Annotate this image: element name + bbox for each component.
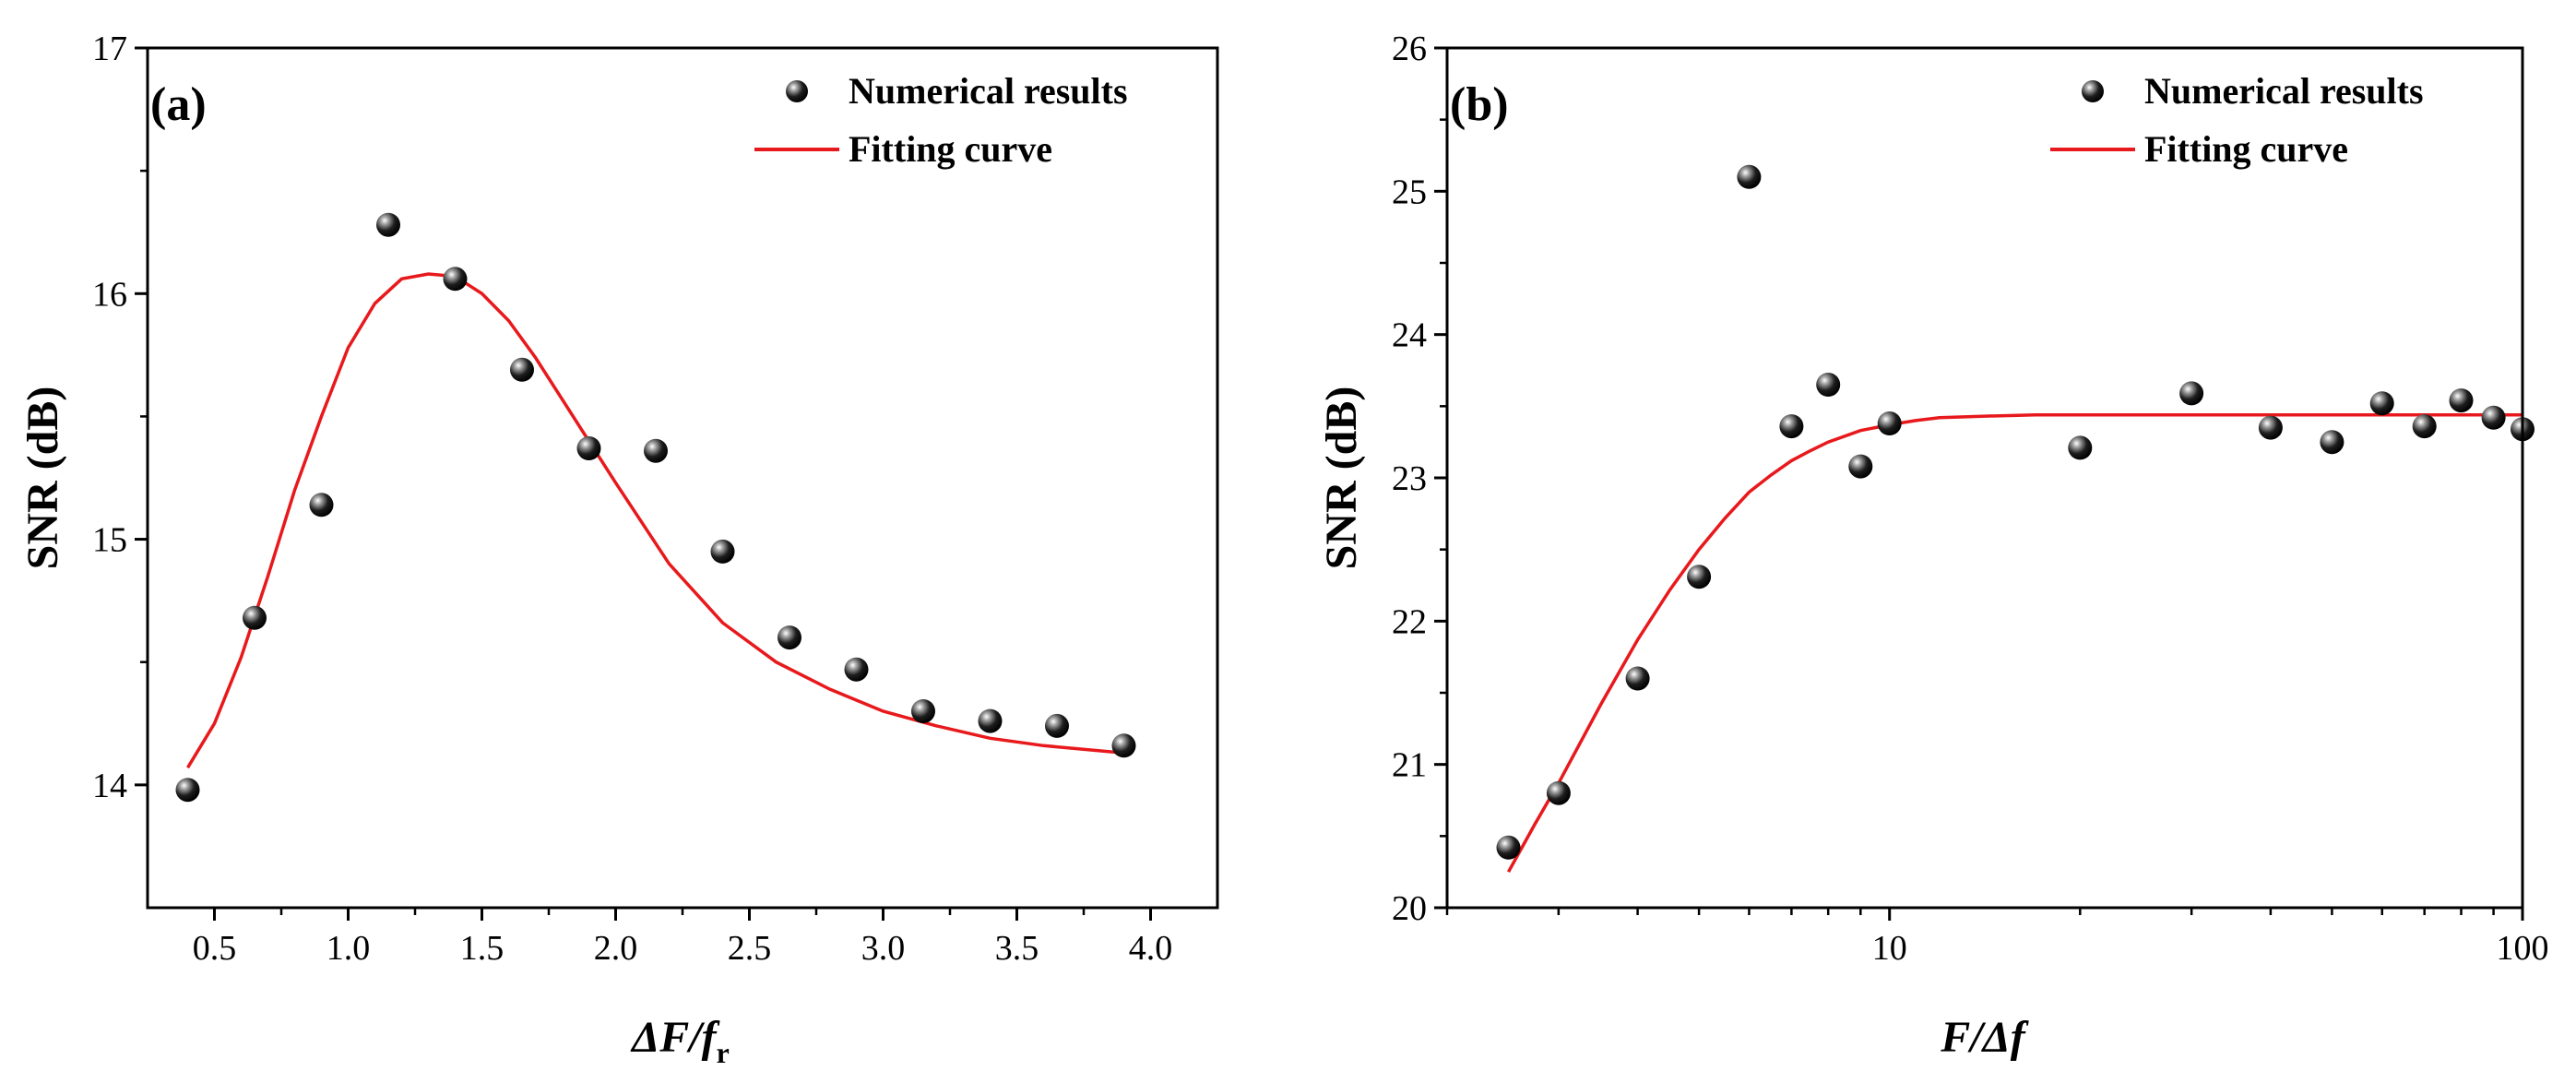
data-point xyxy=(2179,381,2204,406)
x-tick-label: 2.0 xyxy=(594,929,638,968)
x-tick-label: 100 xyxy=(2497,929,2549,968)
panel-b: 10 100 20 21 22 23 24 25 26 (b) Numerical result… xyxy=(1317,30,2549,1062)
data-point xyxy=(1877,411,1902,435)
panel-b-label: (b) xyxy=(1450,78,1509,131)
y-tick-label: 25 xyxy=(1392,173,1427,211)
data-point xyxy=(1687,565,1712,589)
x-tick-label: 2.5 xyxy=(728,929,772,968)
x-tick-label: 3.5 xyxy=(995,929,1039,968)
panel-b-y-axis-title: SNR (dB) xyxy=(1317,387,1366,570)
data-point xyxy=(1111,733,1136,758)
panel-a-x-axis-title-main: ΔF/f xyxy=(630,1013,719,1062)
panel-a-x-axis-title: ΔF/fr xyxy=(630,1013,730,1069)
panel-b-legend: Numerical results Fitting curve xyxy=(2050,70,2424,170)
x-tick-label: 1.0 xyxy=(326,929,371,968)
x-tick-label: 3.0 xyxy=(861,929,906,968)
data-point xyxy=(978,708,1003,733)
y-tick-label: 22 xyxy=(1392,602,1427,641)
panel-a-legend: Numerical results Fitting curve xyxy=(754,70,1128,170)
y-tick-label: 15 xyxy=(92,521,127,560)
data-point xyxy=(2412,414,2437,439)
x-tick-label: 4.0 xyxy=(1129,929,1173,968)
panel-a-y-axis-title: SNR (dB) xyxy=(18,387,67,570)
y-tick-label: 14 xyxy=(92,767,127,805)
data-point xyxy=(911,699,935,723)
panel-a-plot-frame xyxy=(146,46,1219,910)
data-point xyxy=(1625,666,1650,691)
panel-a-axes: 0.5 1.0 1.5 2.0 2.5 3.0 3.5 4.0 14 15 16 17 xyxy=(92,30,1172,968)
y-tick-label: 17 xyxy=(92,30,127,68)
legend-marker-numerical-results xyxy=(786,80,808,102)
panel-a-label: (a) xyxy=(150,78,207,131)
y-tick-label: 16 xyxy=(92,275,127,314)
y-tick-label: 26 xyxy=(1392,30,1427,68)
data-point xyxy=(175,778,200,803)
legend-label-fitting-curve: Fitting curve xyxy=(849,128,1052,170)
data-point xyxy=(1546,780,1571,805)
data-point xyxy=(376,212,400,237)
legend-label-numerical-results: Numerical results xyxy=(2144,70,2424,112)
data-point xyxy=(844,657,869,682)
panel-a-x-axis-title-sub: r xyxy=(717,1036,730,1069)
panel-b-marks xyxy=(1496,164,2534,874)
data-point xyxy=(2369,391,2394,416)
panel-b-x-axis-title: F/Δf xyxy=(1940,1013,2028,1062)
data-point xyxy=(1779,414,1804,439)
x-tick-label: 0.5 xyxy=(193,929,237,968)
y-tick-label: 23 xyxy=(1392,459,1427,498)
data-point xyxy=(2320,430,2345,455)
data-point xyxy=(2481,405,2506,430)
fitting-curve-line xyxy=(186,272,1124,769)
data-point xyxy=(1816,373,1841,397)
data-point xyxy=(443,267,468,292)
data-point xyxy=(243,605,267,630)
panel-b-plot-frame xyxy=(1445,46,2524,910)
data-point xyxy=(1737,164,1762,189)
panel-b-axes: 10 100 20 21 22 23 24 25 26 xyxy=(1392,30,2549,968)
data-point xyxy=(644,438,668,463)
data-point xyxy=(2068,435,2093,460)
y-tick-label: 24 xyxy=(1392,316,1427,355)
legend-marker-numerical-results xyxy=(2082,80,2104,102)
fitting-curve-line xyxy=(1506,412,2523,874)
data-point xyxy=(2449,388,2474,413)
data-point xyxy=(510,357,534,382)
data-point xyxy=(309,493,334,518)
data-point xyxy=(1848,454,1873,479)
data-point xyxy=(710,539,735,564)
x-tick-label: 1.5 xyxy=(460,929,505,968)
data-point xyxy=(2258,415,2283,440)
panel-a-marks xyxy=(175,212,1136,803)
data-point xyxy=(1045,713,1069,738)
y-tick-label: 20 xyxy=(1392,889,1427,928)
legend-label-fitting-curve: Fitting curve xyxy=(2144,128,2348,170)
data-point xyxy=(778,625,801,650)
data-point xyxy=(576,436,601,460)
legend-label-numerical-results: Numerical results xyxy=(849,70,1128,112)
panel-a: 0.5 1.0 1.5 2.0 2.5 3.0 3.5 4.0 14 15 16 17 (a) Num… xyxy=(18,30,1219,1069)
data-point xyxy=(1496,835,1521,860)
y-tick-label: 21 xyxy=(1392,746,1427,785)
x-tick-label: 10 xyxy=(1872,929,1907,968)
